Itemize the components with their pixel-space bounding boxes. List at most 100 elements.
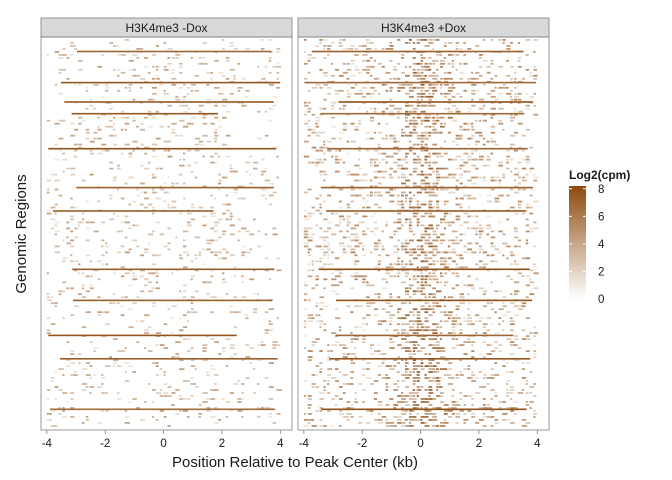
heatmap-cell [486,269,490,272]
heatmap-cell [311,212,315,215]
heatmap-cell [440,356,444,358]
heatmap-cell [109,167,114,170]
heatmap-cell [401,407,404,409]
heatmap-cell [428,263,432,266]
heatmap-cell [408,251,415,254]
heatmap-cell [307,275,313,278]
heatmap-cell [510,65,515,68]
legend-tick-label: 8 [598,184,604,196]
heatmap-cell [420,98,423,101]
heatmap-cell [202,215,207,218]
heatmap-cell [186,149,192,152]
heatmap-cell [260,158,265,161]
heatmap-cell [46,209,51,212]
heatmap-cell [385,266,390,269]
heatmap-cell [420,71,424,74]
heatmap-cell [85,86,88,89]
heatmap-cell [331,116,336,119]
heatmap-cell [510,389,515,391]
heatmap-cell [436,155,440,158]
heatmap-cell [222,347,226,349]
heatmap-cell [54,230,60,233]
heatmap-cell [381,416,387,418]
heatmap-cell [432,194,438,197]
heatmap-cell [463,89,468,92]
heatmap-cell [93,347,99,349]
heatmap-cell [517,308,524,311]
heatmap-cell [89,260,92,263]
heatmap-cell [432,380,437,382]
heatmap-cell [428,413,433,415]
heatmap-cell [405,245,408,248]
heatmap-cell [264,407,271,409]
heatmap-cell [194,161,198,164]
heatmap-cell [432,332,438,334]
heatmap-cell [358,122,361,125]
heatmap-cell [385,134,388,137]
heatmap-cell [521,176,525,179]
heatmap-cell [327,254,330,257]
heatmap-cell [70,173,76,176]
heatmap-cell [475,359,478,361]
heatmap-cell [210,194,213,197]
heatmap-cell [342,347,347,349]
heatmap-cell [128,155,133,158]
heatmap-cell [385,161,388,164]
heatmap-cell [385,221,388,224]
heatmap-cell [440,86,443,89]
heatmap-cell [529,230,534,233]
heatmap-cell [113,272,116,275]
heatmap-cell [151,191,158,194]
legend-tick-label: 6 [598,211,604,223]
heatmap-cell [303,425,309,427]
heatmap-cell [424,425,430,427]
heatmap-cell [533,245,537,248]
heatmap-cell [405,425,410,427]
heatmap-cell [198,413,202,415]
heatmap-cell [416,419,422,421]
heatmap-cell [416,218,420,221]
heatmap-cell [451,395,454,397]
heatmap-cell [50,227,55,230]
heatmap-cell [428,296,431,299]
heatmap-cell [338,39,343,41]
heatmap-cell [377,176,381,179]
heatmap-cell [210,389,216,391]
heatmap-cell [420,398,425,400]
heatmap-cell [533,410,536,412]
heatmap-cell [358,119,361,122]
heatmap-cell [354,260,360,263]
heatmap-cell [455,401,459,403]
heatmap-cell [420,224,425,227]
heatmap-cell [346,92,352,95]
heatmap-cell [401,134,405,137]
heatmap-cell [85,89,89,92]
heatmap-cell [222,74,226,77]
panel-border-minus-dox [40,36,293,431]
heatmap-cell [440,62,446,65]
heatmap-cell [327,227,332,230]
heatmap-cell [74,374,78,376]
heatmap-cell [459,197,464,200]
heatmap-cell [128,203,131,206]
heatmap-cell [389,236,394,239]
heatmap-cell [132,371,136,373]
heatmap-cell [373,221,378,224]
heatmap-cell [490,425,494,427]
heatmap-cell [479,65,482,68]
heatmap-cell [335,257,340,260]
heatmap-cell [350,227,355,230]
heatmap-cell [338,74,344,77]
heatmap-cell [358,45,364,47]
heatmap-cell [171,128,175,131]
heatmap-cell [443,57,446,59]
heatmap-cell [183,239,186,242]
heatmap-cell [440,395,443,397]
heatmap-cell [323,158,327,161]
heatmap-cell [451,62,455,65]
heatmap-cell [416,155,420,158]
heatmap-cell [412,152,416,155]
heatmap-cell [370,57,373,59]
heatmap-cell [424,353,427,355]
heatmap-cell [113,68,116,71]
